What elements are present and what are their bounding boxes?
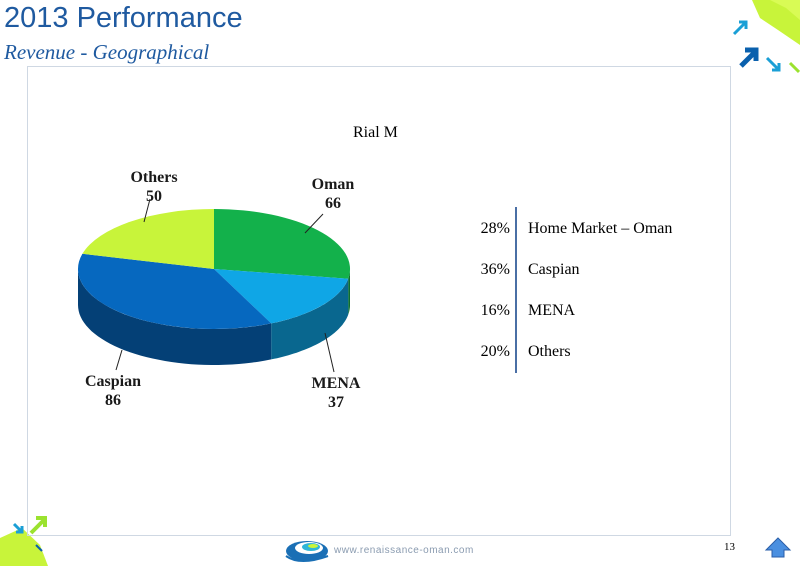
legend-row: 28% Home Market – Oman [460, 220, 720, 242]
legend-row: 16% MENA [460, 302, 720, 324]
unit-label: Rial M [353, 124, 398, 141]
slice-label-name: Caspian [85, 373, 141, 390]
pie-side-oman [348, 269, 350, 315]
legend-divider [515, 207, 517, 373]
legend-percent: 16% [480, 302, 510, 319]
legend-percent: 28% [480, 220, 510, 237]
legend-row: 36% Caspian [460, 261, 720, 283]
legend-label: Caspian [528, 261, 580, 278]
footer-url[interactable]: www.renaissance-oman.com [334, 545, 474, 556]
chart-frame [27, 66, 731, 536]
leader-line [304, 213, 324, 234]
legend-label: Others [528, 343, 571, 360]
slice-label-value: 37 [328, 394, 344, 411]
slice-label-name: Others [130, 169, 177, 186]
leader-line [115, 349, 123, 371]
slice-label-name: Oman [312, 176, 355, 193]
page-subtitle: Revenue - Geographical [4, 40, 210, 64]
page-number: 13 [724, 541, 735, 553]
page-title: 2013 Performance [4, 2, 243, 34]
pie-side-caspian [78, 269, 272, 365]
slice-label-value: 50 [146, 188, 162, 205]
pie-sides [78, 269, 350, 365]
slice-label-value: 66 [325, 195, 341, 212]
pie-slice-mena [214, 269, 349, 324]
leader-line [324, 332, 335, 373]
legend-label: MENA [528, 302, 576, 319]
pie-side-mena [271, 278, 349, 360]
legend-percent: 36% [480, 261, 510, 278]
legend-row: 20% Others [460, 343, 720, 365]
legend-percent: 20% [480, 343, 510, 360]
leader-line [143, 198, 151, 223]
pie-slice-oman [214, 209, 351, 279]
pie-slice-others [82, 209, 215, 269]
slice-label-value: 86 [105, 392, 121, 409]
legend-label: Home Market – Oman [528, 220, 673, 237]
slice-label-name: MENA [312, 375, 361, 392]
pie-slice-caspian [77, 253, 272, 329]
